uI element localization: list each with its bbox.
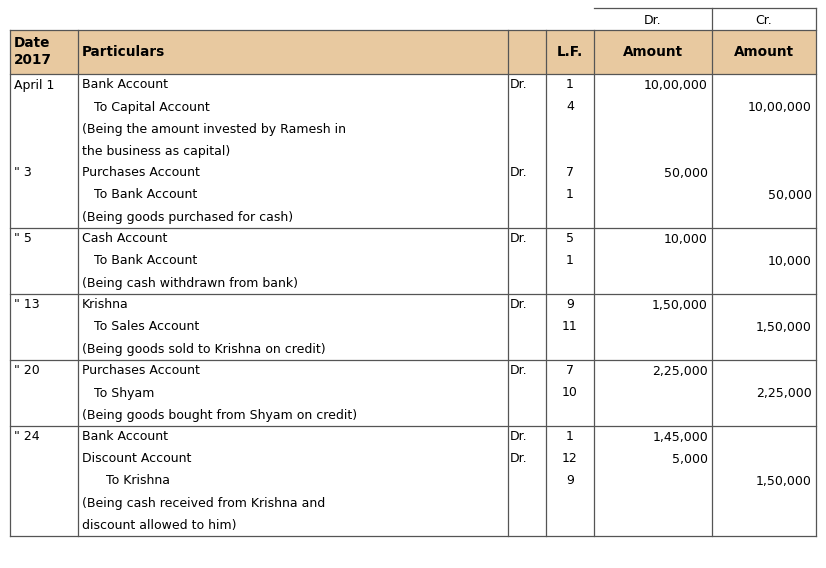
Text: 9: 9 — [566, 299, 574, 311]
Text: 1: 1 — [566, 189, 574, 202]
Text: Dr.: Dr. — [510, 431, 528, 444]
Text: Purchases Account: Purchases Account — [82, 166, 200, 179]
Text: Dr.: Dr. — [510, 78, 528, 91]
Text: Dr.: Dr. — [510, 453, 528, 466]
Text: Dr.: Dr. — [510, 299, 528, 311]
Text: April 1: April 1 — [14, 78, 55, 91]
Text: Dr.: Dr. — [510, 365, 528, 378]
Text: the business as capital): the business as capital) — [82, 144, 230, 157]
Text: To Shyam: To Shyam — [82, 386, 154, 399]
Text: 50,000: 50,000 — [664, 166, 708, 179]
Text: Cr.: Cr. — [756, 14, 772, 27]
Text: Krishna: Krishna — [82, 299, 129, 311]
Text: " 13: " 13 — [14, 299, 40, 311]
Text: 10: 10 — [562, 386, 578, 399]
Text: " 24: " 24 — [14, 431, 40, 444]
Text: Purchases Account: Purchases Account — [82, 365, 200, 378]
Text: (Being goods purchased for cash): (Being goods purchased for cash) — [82, 211, 293, 223]
Text: To Capital Account: To Capital Account — [82, 101, 210, 114]
Text: 5: 5 — [566, 232, 574, 245]
Text: 10,00,000: 10,00,000 — [748, 101, 812, 114]
Text: 10,000: 10,000 — [768, 254, 812, 268]
Text: 9: 9 — [566, 474, 574, 487]
Text: Amount: Amount — [623, 45, 683, 59]
Text: (Being cash received from Krishna and: (Being cash received from Krishna and — [82, 496, 325, 509]
Text: (Being the amount invested by Ramesh in: (Being the amount invested by Ramesh in — [82, 123, 346, 136]
Text: 1: 1 — [566, 254, 574, 268]
Text: Bank Account: Bank Account — [82, 78, 168, 91]
Text: discount allowed to him): discount allowed to him) — [82, 519, 236, 532]
Text: 10,000: 10,000 — [664, 232, 708, 245]
Text: Bank Account: Bank Account — [82, 431, 168, 444]
Text: Amount: Amount — [734, 45, 794, 59]
Text: 4: 4 — [566, 101, 574, 114]
Text: 50,000: 50,000 — [768, 189, 812, 202]
Text: To Bank Account: To Bank Account — [82, 254, 197, 268]
Text: Cash Account: Cash Account — [82, 232, 168, 245]
Text: 11: 11 — [563, 320, 578, 333]
Text: Dr.: Dr. — [644, 14, 662, 27]
Text: Particulars: Particulars — [82, 45, 165, 59]
Text: Dr.: Dr. — [510, 166, 528, 179]
Text: 1,50,000: 1,50,000 — [756, 320, 812, 333]
Text: " 5: " 5 — [14, 232, 32, 245]
Text: (Being goods sold to Krishna on credit): (Being goods sold to Krishna on credit) — [82, 343, 325, 356]
Text: 12: 12 — [563, 453, 578, 466]
Text: L.F.: L.F. — [557, 45, 583, 59]
Text: 1,50,000: 1,50,000 — [652, 299, 708, 311]
Text: " 3: " 3 — [14, 166, 31, 179]
Bar — [10, 30, 816, 74]
Text: Dr.: Dr. — [510, 232, 528, 245]
Text: Date
2017: Date 2017 — [14, 36, 52, 67]
Text: 1,45,000: 1,45,000 — [653, 431, 708, 444]
Text: 7: 7 — [566, 365, 574, 378]
Text: 5,000: 5,000 — [672, 453, 708, 466]
Text: 1: 1 — [566, 78, 574, 91]
Text: 1,50,000: 1,50,000 — [756, 474, 812, 487]
Text: To Sales Account: To Sales Account — [82, 320, 199, 333]
Text: " 20: " 20 — [14, 365, 40, 378]
Text: 2,25,000: 2,25,000 — [757, 386, 812, 399]
Text: 2,25,000: 2,25,000 — [653, 365, 708, 378]
Text: 7: 7 — [566, 166, 574, 179]
Text: (Being cash withdrawn from bank): (Being cash withdrawn from bank) — [82, 277, 298, 290]
Text: (Being goods bought from Shyam on credit): (Being goods bought from Shyam on credit… — [82, 408, 357, 421]
Text: 10,00,000: 10,00,000 — [644, 78, 708, 91]
Text: 1: 1 — [566, 431, 574, 444]
Text: Discount Account: Discount Account — [82, 453, 192, 466]
Text: To Krishna: To Krishna — [82, 474, 170, 487]
Text: To Bank Account: To Bank Account — [82, 189, 197, 202]
